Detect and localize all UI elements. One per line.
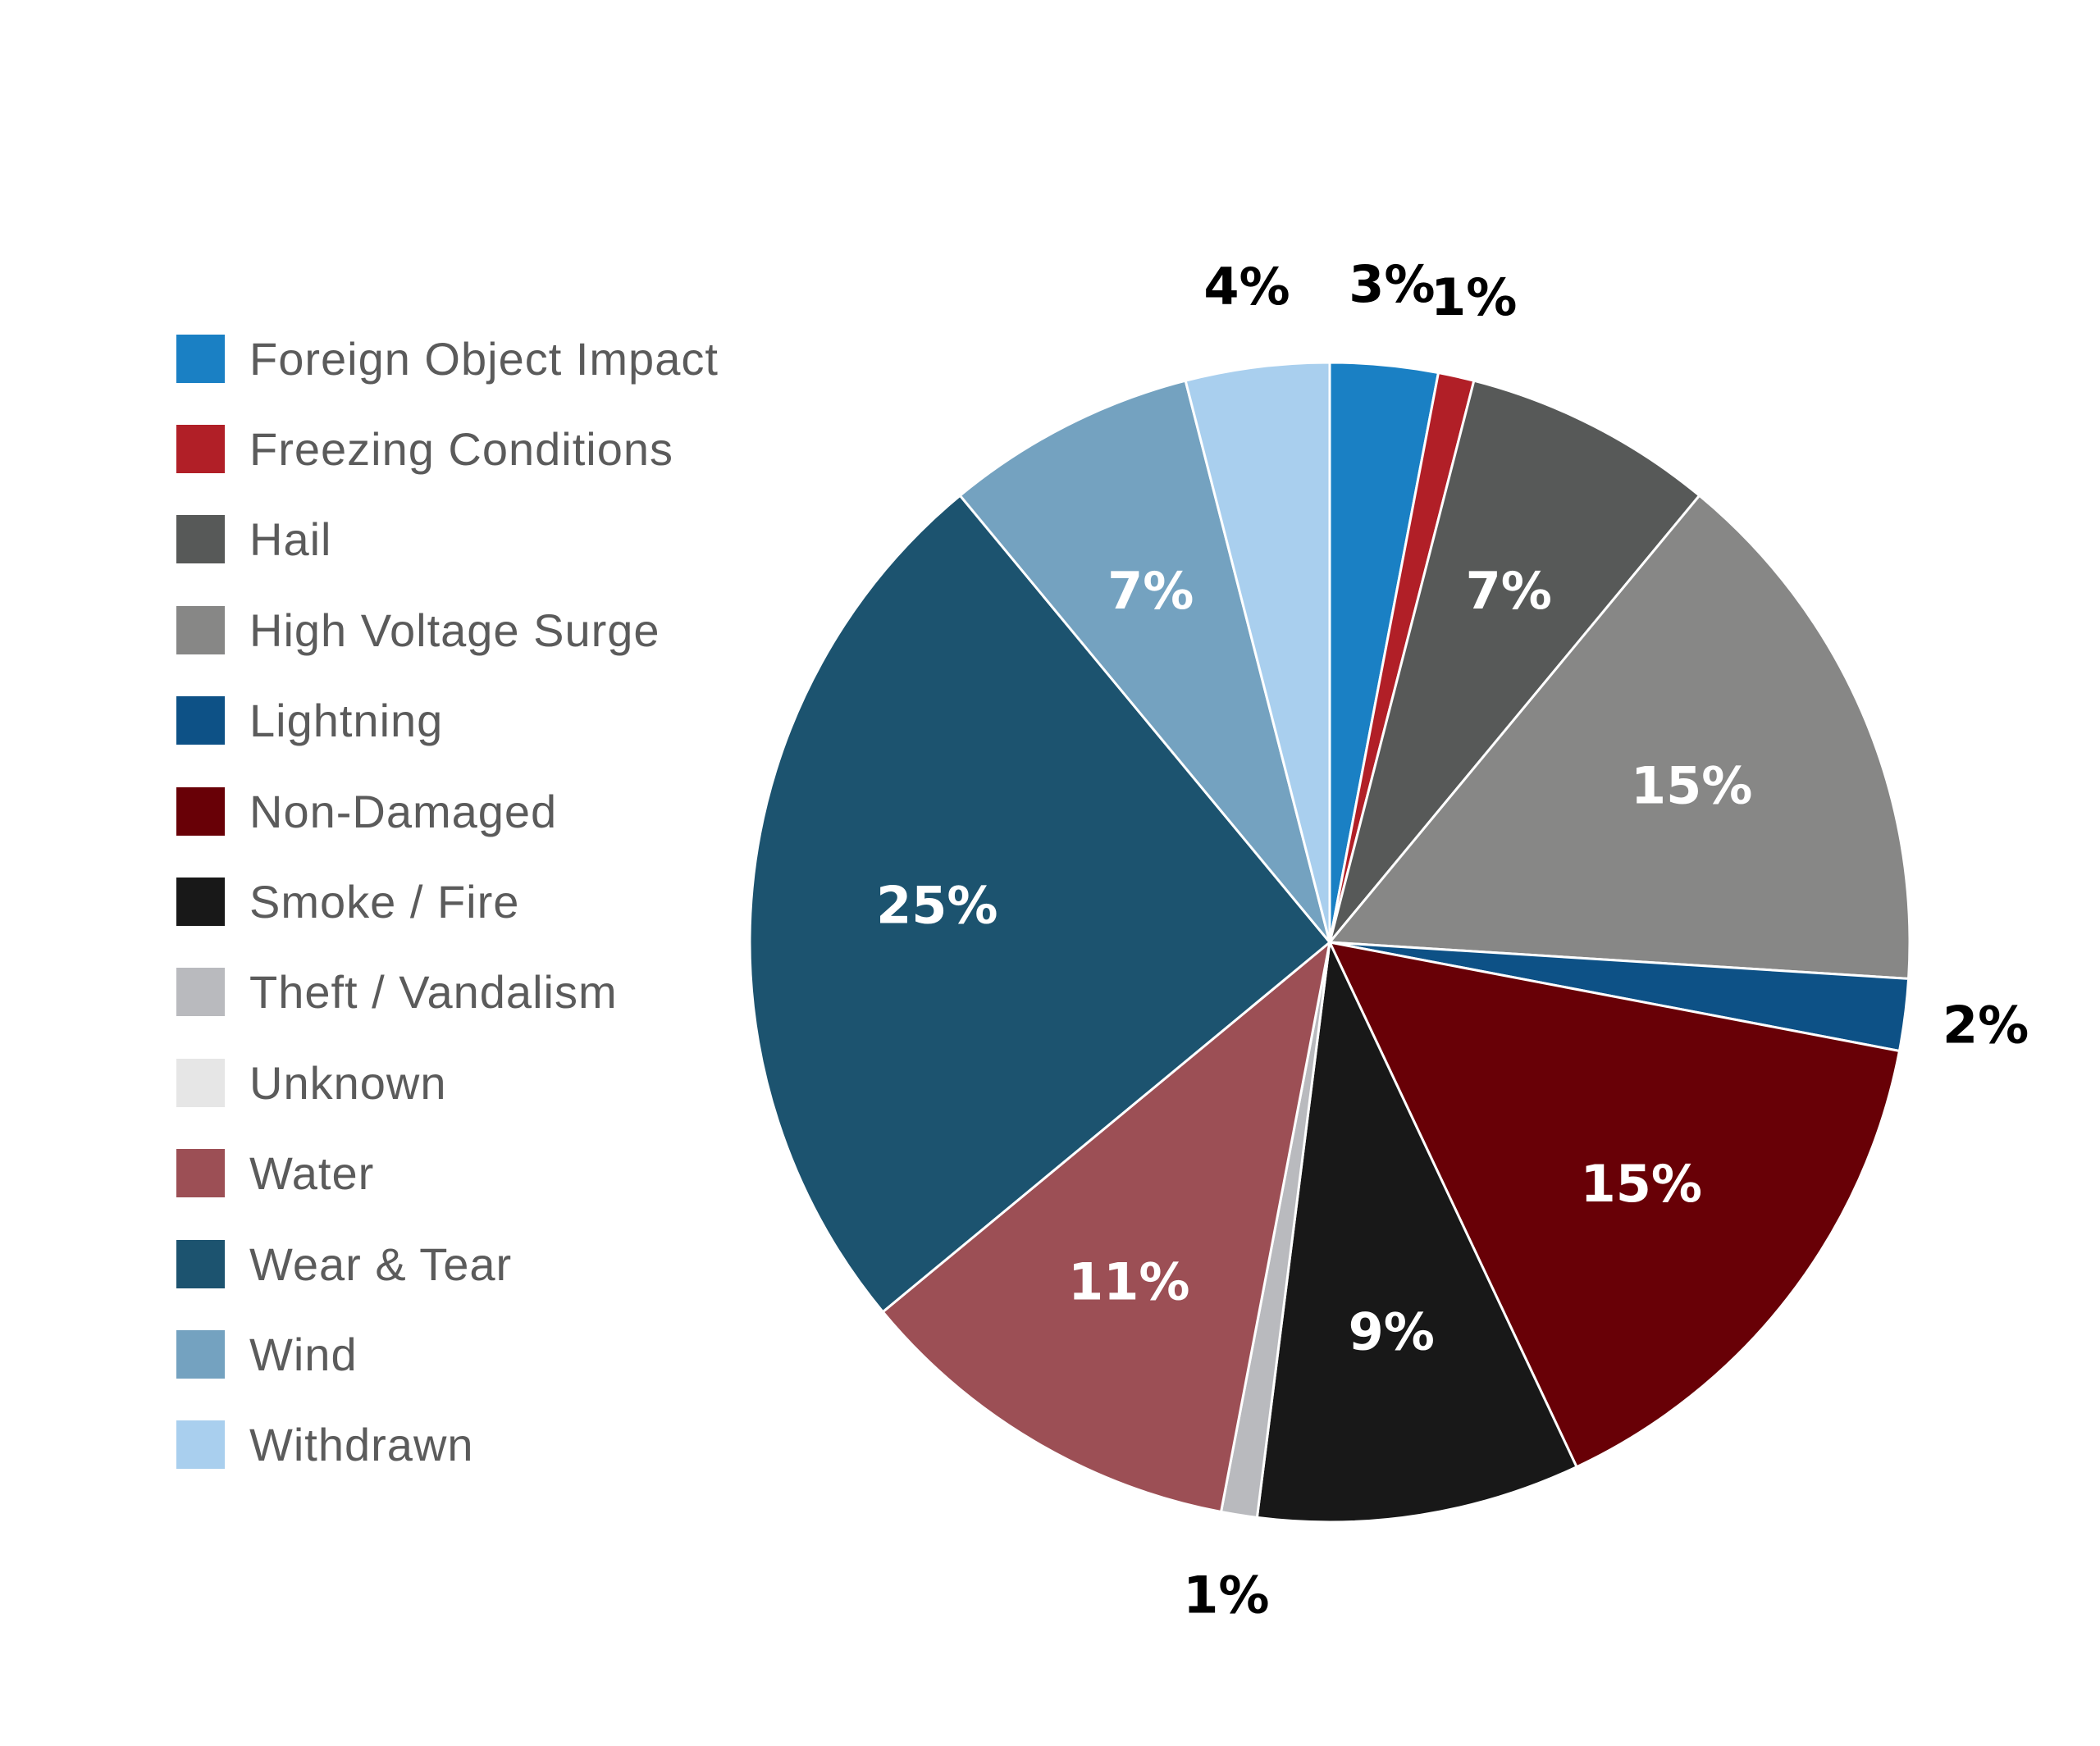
data-label-wind: 7%	[1107, 561, 1194, 621]
legend-item-theft-vandalism: Theft / Vandalism	[176, 947, 719, 1037]
data-label-water: 11%	[1068, 1251, 1189, 1311]
pie-slice-wind	[958, 379, 1331, 943]
legend-swatch	[176, 878, 225, 927]
data-label-lightning: 2%	[1942, 996, 2029, 1055]
legend-swatch	[176, 334, 225, 383]
legend-label: Withdrawn	[249, 1419, 474, 1471]
data-label-foreign-object-impact: 3%	[1349, 254, 1435, 314]
legend-swatch	[176, 425, 225, 474]
legend-item-withdrawn: Withdrawn	[176, 1400, 719, 1490]
data-label-non-damaged: 15%	[1581, 1154, 1702, 1214]
legend-swatch	[176, 1420, 225, 1470]
legend-label: Smoke / Fire	[249, 876, 520, 928]
legend-label: Foreign Object Impact	[249, 332, 719, 385]
legend-item-non-damaged: Non-Damaged	[176, 766, 719, 856]
legend-swatch	[176, 1149, 225, 1198]
legend-swatch	[176, 968, 225, 1017]
pie-slice-high-voltage-surge	[1326, 494, 1911, 980]
legend-item-wind: Wind	[176, 1309, 719, 1399]
legend-item-water: Water	[176, 1128, 719, 1219]
legend-label: Unknown	[249, 1056, 447, 1109]
data-label-wear-tear: 25%	[876, 875, 998, 935]
legend-label: Hail	[249, 513, 332, 566]
data-label-hail: 7%	[1466, 561, 1552, 621]
legend-swatch	[176, 1239, 225, 1288]
data-label-high-voltage-surge: 15%	[1631, 756, 1752, 816]
data-label-freezing-conditions: 1%	[1431, 267, 1517, 327]
legend-label: Lightning	[249, 695, 444, 747]
legend-item-smoke-fire: Smoke / Fire	[176, 856, 719, 946]
pie-slice-withdrawn	[1184, 361, 1331, 943]
pie-slice-smoke-fire	[1255, 937, 1579, 1524]
pie-slice-non-damaged	[1327, 940, 1901, 1469]
pie-slice-water	[881, 939, 1332, 1514]
legend-label: Wear & Tear	[249, 1238, 513, 1290]
legend-label: Water	[249, 1147, 375, 1200]
legend-swatch	[176, 1058, 225, 1107]
legend-swatch	[176, 696, 225, 745]
legend-swatch	[176, 1329, 225, 1379]
legend-item-high-voltage-surge: High Voltage Surge	[176, 585, 719, 675]
data-label-theft-vandalism: 1%	[1183, 1566, 1269, 1625]
legend-item-wear-tear: Wear & Tear	[176, 1219, 719, 1309]
legend-item-foreign-object-impact: Foreign Object Impact	[176, 313, 719, 403]
legend-item-lightning: Lightning	[176, 676, 719, 766]
legend-item-hail: Hail	[176, 495, 719, 585]
legend-label: Theft / Vandalism	[249, 966, 618, 1019]
legend-swatch	[176, 786, 225, 836]
pie-slice-hail	[1328, 379, 1701, 943]
legend-swatch	[176, 605, 225, 654]
data-label-withdrawn: 4%	[1203, 257, 1290, 317]
legend-swatch	[176, 515, 225, 564]
legend-label: High Voltage Surge	[249, 604, 660, 656]
legend-item-unknown: Unknown	[176, 1037, 719, 1128]
pie-slice-wear-tear	[748, 494, 1332, 1314]
legend-label: Wind	[249, 1328, 358, 1380]
legend-item-freezing-conditions: Freezing Conditions	[176, 403, 719, 494]
chart-legend: Foreign Object Impact Freezing Conditions…	[176, 313, 719, 1490]
legend-label: Non-Damaged	[249, 785, 558, 837]
legend-label: Freezing Conditions	[249, 423, 674, 476]
data-label-smoke-fire: 9%	[1349, 1302, 1435, 1361]
